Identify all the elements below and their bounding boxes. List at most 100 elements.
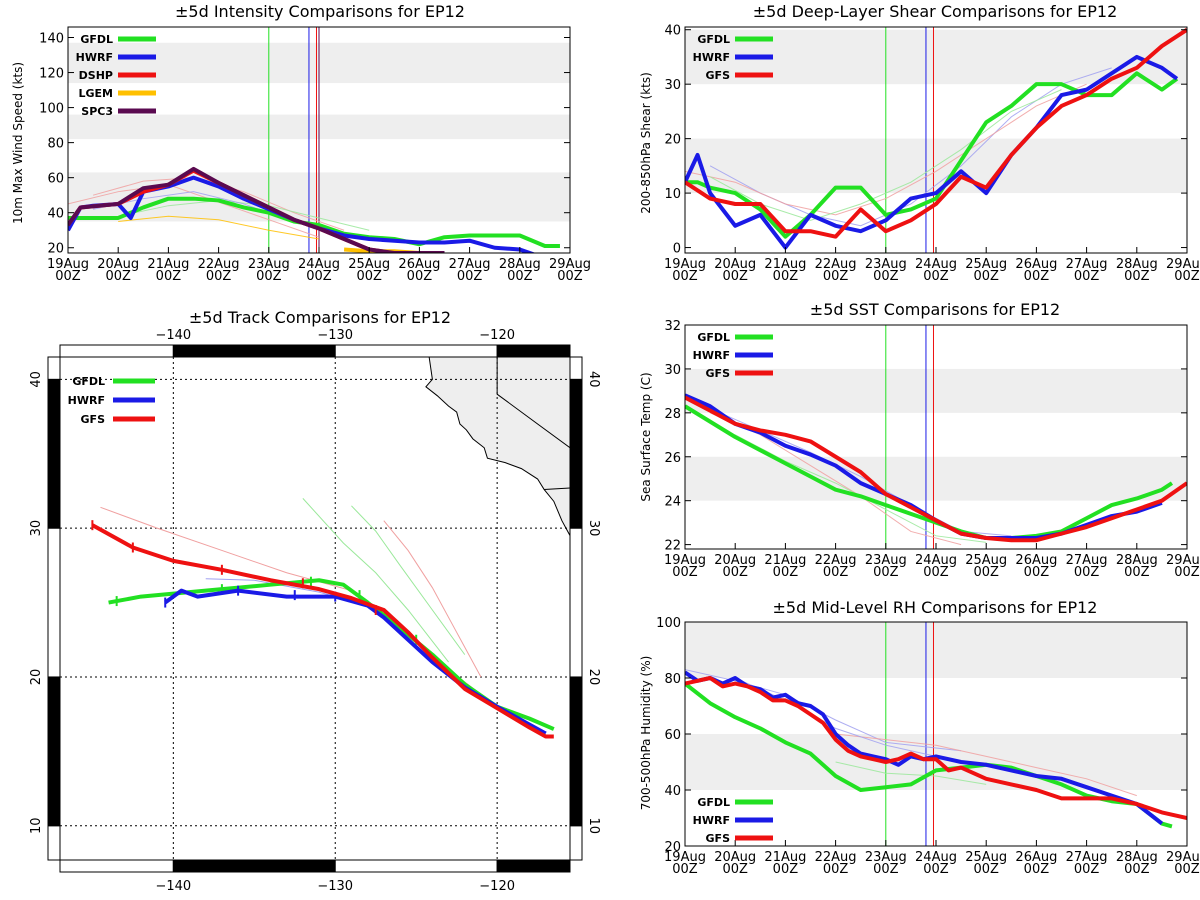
intensity-series (68, 166, 560, 253)
track-right-border-segment (569, 825, 583, 861)
sst-title: ±5d SST Comparisons for EP12 (810, 300, 1060, 319)
sst-xticks: 19Aug00Z20Aug00Z21Aug00Z22Aug00Z23Aug00Z… (664, 543, 1200, 580)
shear-panel: ±5d Deep-Layer Shear Comparisons for EP1… (639, 2, 1200, 284)
intensity-ytick-label: 20 (47, 242, 64, 257)
shear-legend-label: GFDL (697, 33, 730, 46)
shear-ensemble-line (685, 83, 1087, 216)
rh-xtick-day: 21Aug (764, 850, 806, 865)
rh-ylabel: 700-500hPa Humidity (%) (639, 656, 653, 811)
track-xtick-label-top: −140 (155, 328, 191, 343)
intensity-xtick-hour: 00Z (407, 269, 433, 284)
sst-yticks: 22 24 26 28 30 32 (664, 319, 1187, 554)
shear-ylabel: 200-850hPa Shear (kts) (639, 72, 653, 214)
rh-legend: GFDL HWRF GFS (693, 796, 773, 845)
track-map (60, 357, 570, 860)
intensity-legend-label: LGEM (79, 87, 114, 100)
shear-ensemble (685, 67, 1112, 227)
intensity-legend-label: GFDL (80, 33, 113, 46)
sst-xtick-day: 20Aug (714, 553, 756, 568)
sst-legend: GFDL HWRF GFS (693, 331, 773, 380)
intensity-xtick-hour: 00Z (256, 269, 282, 284)
rh-xtick-hour: 00Z (973, 862, 999, 877)
shear-ytick-label: 20 (664, 133, 681, 148)
rh-ytick-label: 40 (664, 784, 681, 799)
sst-xtick-day: 25Aug (965, 553, 1007, 568)
rh-xtick-hour: 00Z (722, 862, 748, 877)
track-legend: GFDL HWRF GFS (68, 375, 155, 426)
sst-xtick-day: 28Aug (1116, 553, 1158, 568)
track-legend-label: GFDL (72, 375, 105, 388)
sst-xtick-hour: 00Z (672, 565, 698, 580)
shear-legend: GFDL HWRF GFS (693, 33, 773, 82)
rh-legend-label: GFS (706, 832, 731, 845)
track-legend-label: GFS (81, 413, 106, 426)
intensity-legend-label: SPC3 (81, 105, 113, 118)
shear-xtick-day: 24Aug (915, 257, 957, 272)
track-bottom-border-segment (334, 859, 498, 873)
sst-bands (685, 368, 1187, 501)
intensity-xticks: 19Aug00Z20Aug00Z21Aug00Z22Aug00Z23Aug00Z… (47, 247, 591, 284)
rh-xtick-day: 29Aug (1166, 850, 1200, 865)
shear-xtick-day: 27Aug (1066, 257, 1108, 272)
shear-xtick-hour: 00Z (973, 269, 999, 284)
intensity-ytick-label: 120 (39, 67, 64, 82)
shear-xtick-hour: 00Z (1074, 269, 1100, 284)
intensity-ensemble-line (118, 199, 370, 231)
rh-series (685, 670, 1187, 829)
rh-xtick-day: 28Aug (1116, 850, 1158, 865)
track-right-border-segment (569, 527, 583, 678)
intensity-xtick-hour: 00Z (507, 269, 533, 284)
rh-xtick-hour: 00Z (1124, 862, 1150, 877)
track-frame: −140 −140 −130 −130 −120 −120 10 10 20 20 30 30 40 40 (29, 328, 601, 894)
shear-xtick-day: 29Aug (1166, 257, 1200, 272)
intensity-xtick-day: 20Aug (97, 257, 139, 272)
track-ensemble-line (351, 505, 466, 655)
sst-xtick-day: 24Aug (915, 553, 957, 568)
track-ytick-label-right: 30 (586, 520, 601, 537)
shear-series (685, 28, 1187, 250)
track-top-border-segment (496, 344, 571, 358)
shear-ytick-label: 0 (673, 242, 681, 257)
track-left-border-segment (47, 527, 61, 678)
track-left-border-segment (47, 825, 61, 861)
track-ensemble-line (383, 520, 482, 678)
track-series-hwrf (164, 588, 547, 736)
intensity-ytick-label: 40 (47, 207, 64, 222)
sst-xtick-day: 29Aug (1166, 553, 1200, 568)
rh-xticks: 19Aug00Z20Aug00Z21Aug00Z22Aug00Z23Aug00Z… (664, 840, 1200, 877)
sst-panel: ±5d SST Comparisons for EP12 Sea Surface… (639, 300, 1200, 580)
rh-xtick-day: 25Aug (965, 850, 1007, 865)
shear-xtick-hour: 00Z (823, 269, 849, 284)
sst-xtick-hour: 00Z (873, 565, 899, 580)
intensity-xtick-day: 28Aug (499, 257, 541, 272)
shear-ytick-label: 30 (664, 78, 681, 93)
sst-ytick-label: 26 (664, 451, 681, 466)
shear-xtick-day: 19Aug (664, 257, 706, 272)
track-series (91, 520, 555, 739)
intensity-xtick-hour: 00Z (306, 269, 332, 284)
sst-ytick-label: 30 (664, 363, 681, 378)
track-xtick-label-bottom: −130 (317, 879, 353, 894)
land-coastline (425, 357, 570, 536)
track-ytick-label-left: 10 (29, 817, 44, 834)
rh-yticks: 20 40 60 80 100 (656, 616, 1187, 855)
track-ytick-label-left: 30 (29, 520, 44, 537)
track-series-gfs (91, 523, 554, 739)
shear-ytick-label: 10 (664, 187, 681, 202)
shear-ytick-label: 40 (664, 24, 681, 39)
shear-xtick-hour: 00Z (923, 269, 949, 284)
intensity-xtick-day: 26Aug (398, 257, 440, 272)
rh-xtick-day: 27Aug (1066, 850, 1108, 865)
sst-xtick-day: 26Aug (1015, 553, 1057, 568)
shear-xtick-hour: 00Z (722, 269, 748, 284)
track-right-border-segment (569, 378, 583, 529)
intensity-ensemble-line (118, 215, 320, 240)
rh-legend-label: GFDL (697, 796, 730, 809)
intensity-panel: ±5d Intensity Comparisons for EP12 10m M… (11, 2, 591, 284)
sst-legend-label: GFDL (697, 331, 730, 344)
sst-xtick-hour: 00Z (823, 565, 849, 580)
intensity-ensemble-line (68, 184, 320, 238)
rh-ytick-label: 20 (664, 840, 681, 855)
shear-legend-label: HWRF (693, 51, 730, 64)
rh-legend-label: HWRF (693, 814, 730, 827)
